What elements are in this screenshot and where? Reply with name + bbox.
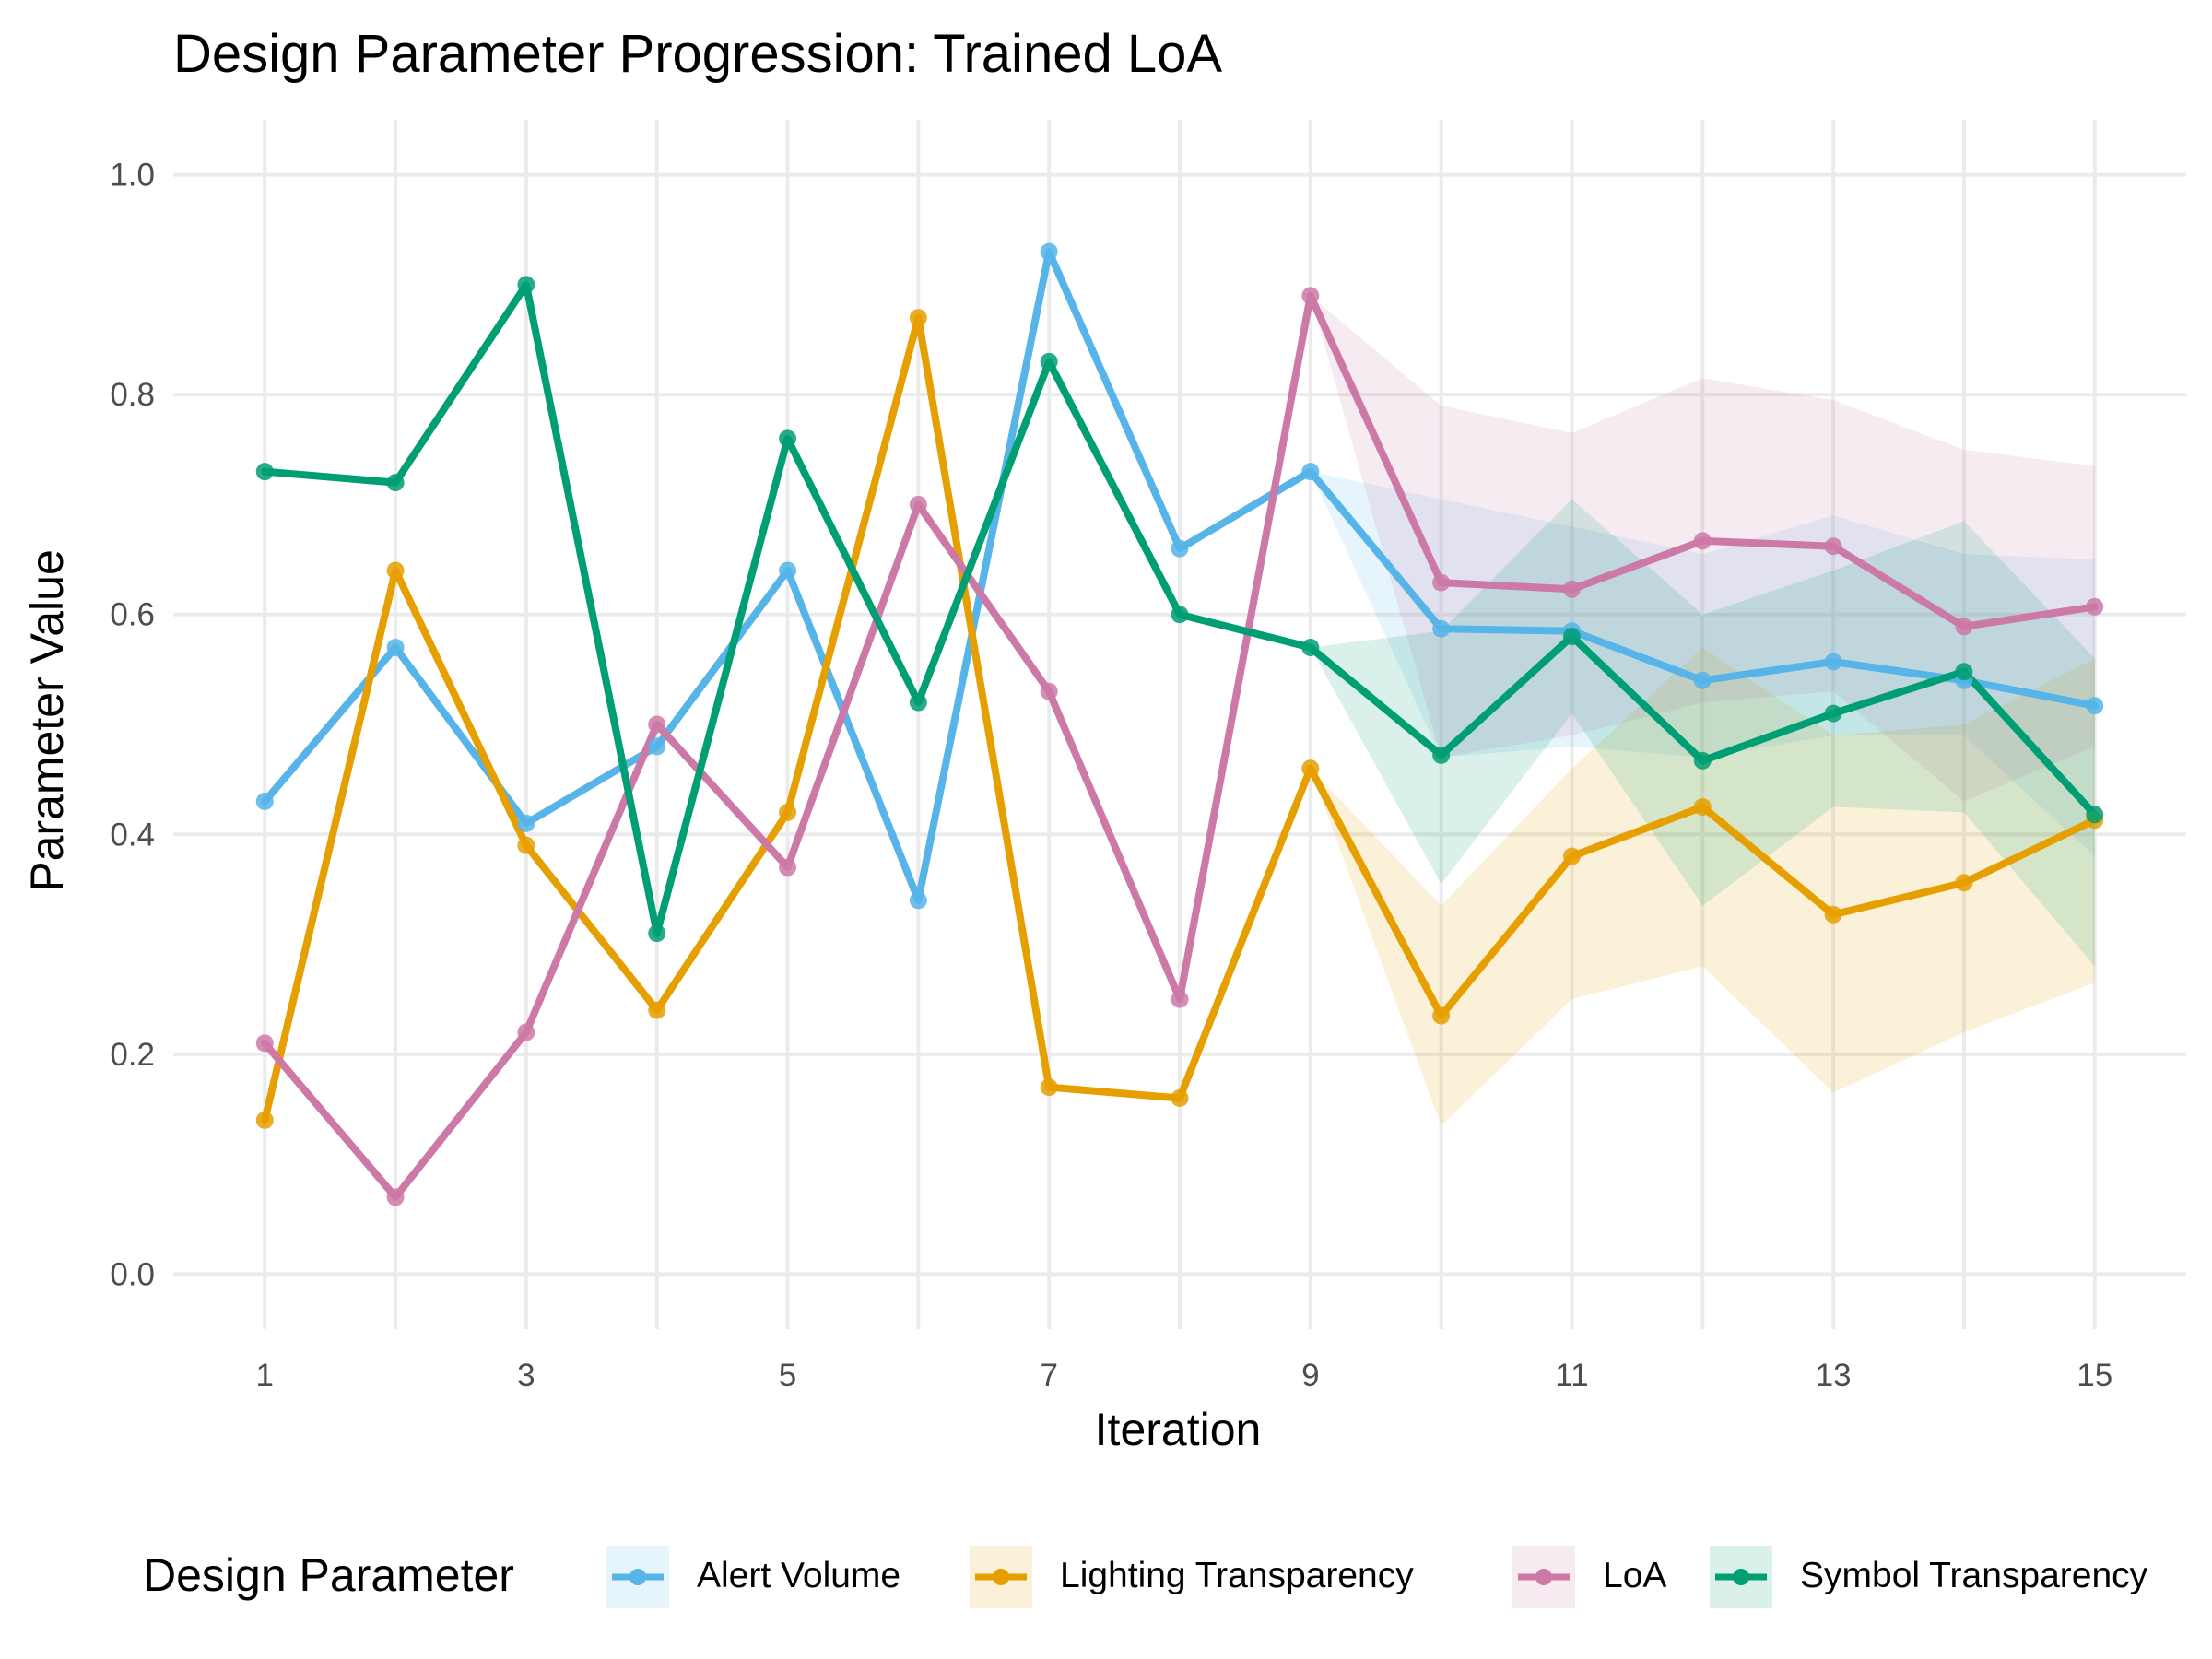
y-axis-title: Parameter Value [21, 549, 73, 891]
x-tick-label: 5 [779, 1358, 796, 1394]
symbol-transparency-point [255, 463, 274, 481]
lighting-transparency-point [517, 836, 535, 854]
legend-key-point [993, 1569, 1009, 1585]
lighting-transparency-point [1693, 797, 1712, 816]
symbol-transparency-point [909, 693, 927, 712]
y-tick-label: 1.0 [110, 158, 155, 194]
x-tick-label: 15 [2077, 1358, 2112, 1394]
loa-point [386, 1188, 405, 1206]
legend-label: Lighting Transparency [1060, 1556, 1414, 1595]
legend: Design Parameter Alert Volume Lighting Tr… [143, 1546, 2148, 1608]
alert-volume-point [1040, 242, 1058, 261]
x-tick-label: 13 [1816, 1358, 1852, 1394]
loa-point [255, 1034, 274, 1053]
alert-volume-point [1432, 619, 1451, 638]
symbol-transparency-point [1171, 606, 1189, 624]
x-tick-label: 7 [1040, 1358, 1057, 1394]
legend-label: LoA [1603, 1556, 1666, 1595]
symbol-transparency-point [1693, 751, 1712, 770]
alert-volume-point [1171, 539, 1189, 558]
y-tick-label: 0.4 [110, 817, 155, 853]
lighting-transparency-point [1040, 1078, 1058, 1097]
legend-item-loa: LoA [1512, 1546, 1666, 1608]
x-tick-label: 1 [256, 1358, 274, 1394]
y-axis-ticks: 0.0 0.2 0.4 0.6 0.8 1.0 [110, 158, 155, 1293]
loa-point [909, 495, 927, 513]
loa-point [1824, 537, 1842, 556]
symbol-transparency-band [1310, 499, 2095, 967]
alert-volume-point [255, 792, 274, 810]
symbol-transparency-point [517, 276, 535, 294]
loa-point [1301, 287, 1320, 305]
loa-point [1171, 990, 1189, 1008]
loa-point [1693, 532, 1712, 550]
alert-volume-point [1824, 653, 1842, 671]
loa-point [1955, 618, 1973, 636]
series-points [255, 242, 2104, 1206]
lighting-transparency-point [1824, 905, 1842, 924]
symbol-transparency-point [779, 429, 797, 448]
y-tick-label: 0.8 [110, 377, 155, 413]
y-tick-label: 0.2 [110, 1037, 155, 1073]
symbol-transparency-point [1432, 746, 1451, 764]
lighting-transparency-point [255, 1111, 274, 1129]
symbol-transparency-point [1562, 628, 1581, 646]
y-tick-label: 0.6 [110, 597, 155, 633]
alert-volume-point [386, 639, 405, 657]
loa-point [2086, 597, 2104, 616]
loa-point [1040, 682, 1058, 700]
legend-item-alert-volume: Alert Volume [606, 1546, 900, 1608]
loa-point [1432, 573, 1451, 592]
symbol-transparency-point [648, 924, 666, 943]
legend-key-point [1733, 1569, 1749, 1585]
lighting-transparency-point [1301, 759, 1320, 778]
legend-title: Design Parameter [143, 1549, 514, 1601]
lighting-transparency-point [1432, 1006, 1451, 1025]
chart-title: Design Parameter Progression: Trained Lo… [173, 24, 1222, 84]
legend-items: Alert Volume Lighting Transparency LoA Symb… [606, 1546, 2148, 1608]
lighting-transparency-point [1171, 1089, 1189, 1108]
legend-label: Alert Volume [697, 1556, 900, 1595]
lighting-transparency-point [779, 803, 797, 821]
loa-point [779, 858, 797, 877]
legend-key-point [1535, 1569, 1552, 1585]
alert-volume-point [2086, 697, 2104, 715]
x-axis-ticks: 1 3 5 7 9 11 13 15 [256, 1358, 2113, 1394]
legend-item-symbol-transparency: Symbol Transparency [1710, 1546, 2148, 1608]
alert-volume-point [1301, 463, 1320, 481]
alert-volume-point [648, 737, 666, 756]
loa-point [648, 715, 666, 734]
x-axis-title: Iteration [1095, 1404, 1262, 1455]
lighting-transparency-point [648, 1001, 666, 1019]
lighting-transparency-point [1955, 874, 1973, 892]
alert-volume-point [517, 814, 535, 832]
alert-volume-point [779, 561, 797, 580]
alert-volume-point [909, 891, 927, 910]
symbol-transparency-point [1824, 704, 1842, 723]
alert-volume-band [1310, 471, 2095, 857]
symbol-transparency-point [386, 474, 405, 492]
plot-area [173, 120, 2186, 1329]
legend-key-point [629, 1569, 646, 1585]
x-tick-label: 3 [517, 1358, 535, 1394]
legend-item-lighting-transparency: Lighting Transparency [970, 1546, 1414, 1608]
lighting-transparency-band [1310, 647, 2095, 1126]
loa-point [517, 1023, 535, 1041]
lighting-transparency-point [909, 309, 927, 327]
symbol-transparency-point [1040, 352, 1058, 371]
lighting-transparency-point [1562, 847, 1581, 865]
y-tick-label: 0.0 [110, 1256, 155, 1292]
symbol-transparency-point [1955, 663, 1973, 681]
lighting-transparency-point [386, 561, 405, 580]
symbol-transparency-point [2086, 806, 2104, 824]
legend-label: Symbol Transparency [1800, 1556, 2148, 1595]
alert-volume-point [1693, 671, 1712, 689]
x-tick-label: 11 [1555, 1358, 1588, 1394]
symbol-transparency-point [1301, 639, 1320, 657]
x-tick-label: 9 [1301, 1358, 1319, 1394]
loa-point [1562, 580, 1581, 598]
